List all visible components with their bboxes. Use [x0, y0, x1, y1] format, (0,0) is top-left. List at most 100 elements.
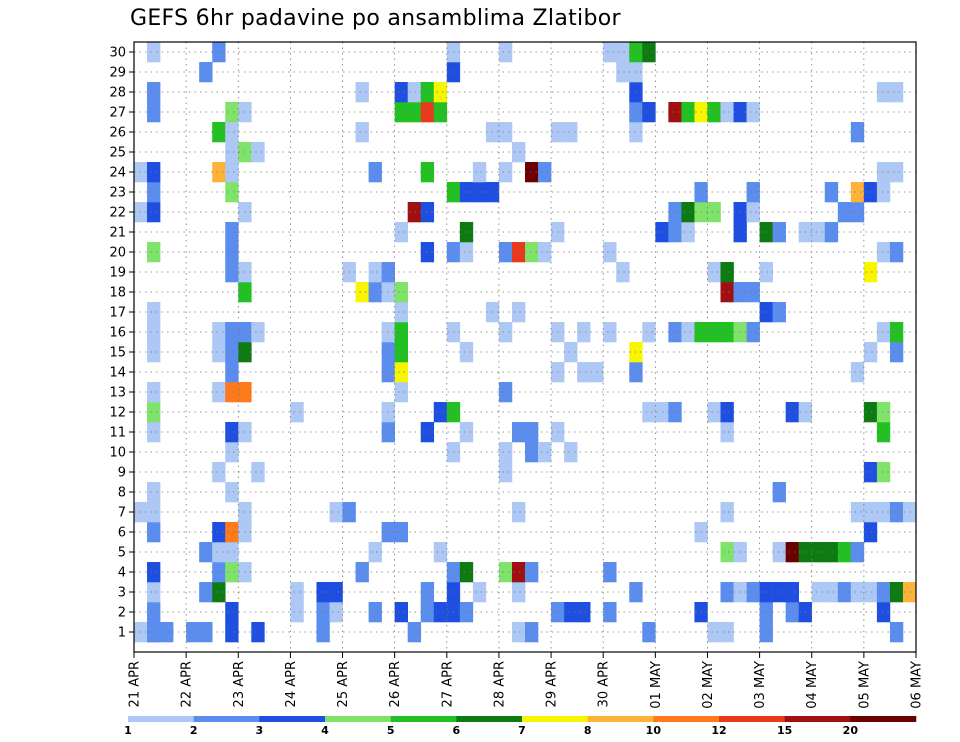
heatmap-cell: [850, 122, 865, 143]
x-tick-label: 24 APR: [284, 661, 299, 707]
heatmap-cell: [772, 582, 786, 603]
y-tick-label: 17: [109, 306, 126, 321]
colorbar-label: 10: [646, 724, 662, 737]
heatmap-cell: [147, 202, 161, 223]
heatmap-cell: [511, 582, 526, 603]
heatmap-cell: [511, 142, 526, 163]
heatmap-cell: [720, 622, 734, 643]
heatmap-cell: [642, 102, 656, 123]
heatmap-cell: [889, 342, 904, 363]
heatmap-cell: [785, 582, 799, 603]
heatmap-cell: [212, 322, 226, 343]
heatmap-cell: [538, 442, 552, 463]
heatmap-cell: [394, 302, 408, 323]
heatmap-cell: [459, 342, 474, 363]
heatmap-cell: [811, 582, 826, 603]
x-tick-label: 23 APR: [232, 661, 247, 707]
heatmap-cell: [212, 582, 226, 603]
heatmap-cell: [707, 262, 721, 283]
heatmap-cell: [720, 502, 734, 523]
x-tick-label: 28 APR: [492, 661, 507, 707]
y-tick-label: 13: [109, 386, 126, 401]
heatmap-cell: [316, 582, 330, 603]
x-axis-ticks: 21 APR 22 APR 23 APR 24 APR 25 APR 26 APR 27 A…: [128, 652, 925, 709]
heatmap-cell: [824, 182, 839, 203]
heatmap-cell: [889, 242, 904, 263]
heatmap-cell: [850, 202, 865, 223]
heatmap-cell: [759, 222, 773, 243]
heatmap-cell: [225, 182, 239, 203]
heatmap-cell: [225, 362, 239, 383]
heatmap-cells: [134, 42, 917, 643]
heatmap-cell: [525, 442, 539, 463]
heatmap-cell: [863, 342, 878, 363]
heatmap-cell: [407, 622, 422, 643]
x-tick-label: 03 MAY: [753, 661, 768, 709]
heatmap-cell: [772, 542, 786, 563]
heatmap-cell: [642, 42, 656, 63]
heatmap-cell: [147, 342, 161, 363]
heatmap-cell: [459, 602, 474, 623]
heatmap-cell: [746, 202, 760, 223]
heatmap-cell: [472, 582, 487, 603]
heatmap-cell: [225, 242, 239, 263]
heatmap-cell: [603, 602, 617, 623]
heatmap-cell: [329, 582, 343, 603]
colorbar-swatch: [850, 716, 917, 722]
heatmap-cell: [863, 402, 878, 423]
heatmap-cell: [355, 82, 369, 103]
heatmap-cell: [889, 622, 904, 643]
heatmap-cell: [316, 602, 330, 623]
heatmap-cell: [212, 122, 226, 143]
heatmap-cell: [225, 342, 239, 363]
heatmap-cell: [824, 222, 839, 243]
heatmap-cell: [225, 382, 239, 403]
heatmap-cell: [759, 302, 773, 323]
colorbar-swatch: [587, 716, 654, 722]
heatmap-cell: [668, 202, 682, 223]
colorbar-label: 12: [711, 724, 726, 737]
heatmap-cell: [746, 282, 760, 303]
heatmap-cell: [811, 222, 826, 243]
heatmap-cell: [720, 422, 734, 443]
heatmap-cell: [511, 422, 526, 443]
heatmap-cell: [811, 542, 826, 563]
chart-title: GEFS 6hr padavine po ansamblima Zlatibor: [130, 6, 621, 31]
heatmap-cell: [459, 242, 474, 263]
heatmap-cell: [668, 102, 682, 123]
heatmap-cell: [225, 562, 239, 583]
heatmap-cell: [147, 502, 161, 523]
y-tick-label: 4: [118, 566, 126, 581]
heatmap-cell: [876, 422, 891, 443]
heatmap-cell: [876, 402, 891, 423]
heatmap-cell: [147, 602, 161, 623]
heatmap-cell: [772, 302, 786, 323]
y-tick-label: 28: [109, 86, 126, 101]
heatmap-cell: [459, 222, 474, 243]
heatmap-cell: [785, 602, 799, 623]
heatmap-cell: [498, 562, 513, 583]
heatmap-cell: [225, 542, 239, 563]
heatmap-cell: [889, 82, 904, 103]
heatmap-cell: [147, 322, 161, 343]
heatmap-cell: [394, 522, 408, 543]
heatmap-cell: [225, 122, 239, 143]
heatmap-cell: [472, 182, 487, 203]
heatmap-cell: [433, 102, 448, 123]
heatmap-cell: [407, 82, 422, 103]
heatmap-cell: [433, 82, 448, 103]
heatmap-cell: [316, 622, 330, 643]
heatmap-cell: [147, 382, 161, 403]
heatmap-cell: [642, 322, 656, 343]
colorbar-swatch: [522, 716, 588, 722]
heatmap-cell: [525, 422, 539, 443]
x-tick-label: 30 APR: [597, 661, 612, 707]
heatmap-cell: [498, 322, 513, 343]
heatmap-cell: [759, 582, 773, 603]
x-tick-label: 26 APR: [388, 661, 403, 707]
y-tick-label: 5: [118, 546, 126, 561]
y-tick-label: 20: [109, 246, 126, 261]
colorbar-swatch: [128, 716, 194, 722]
heatmap-cell: [147, 582, 161, 603]
